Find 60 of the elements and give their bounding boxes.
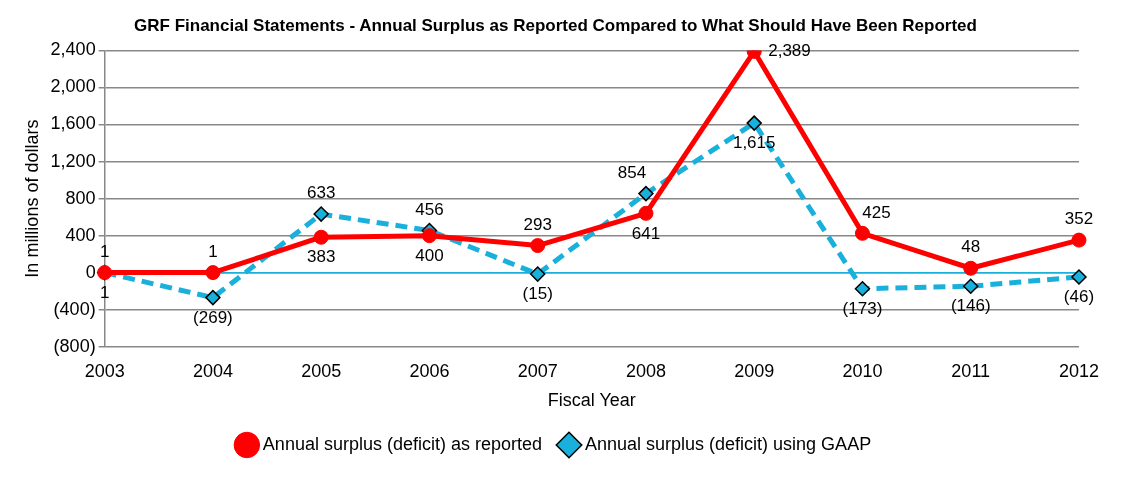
x-tick-label: 2011 [951, 360, 991, 381]
x-tick-label: 2005 [301, 360, 342, 381]
point [313, 206, 329, 222]
data-label: 400 [415, 245, 444, 265]
legend-label: Annual surplus (deficit) using GAAP [585, 433, 872, 454]
y-tick-label: 2,400 [50, 39, 96, 60]
x-tick-label: 2008 [625, 360, 666, 381]
x-tick-label: 2007 [517, 360, 558, 381]
point [638, 185, 654, 202]
y-tick-label: 0 [85, 261, 96, 282]
data-label: (269) [193, 307, 233, 327]
data-label: 383 [306, 247, 336, 267]
point [1071, 232, 1087, 248]
data-label: 425 [862, 202, 891, 222]
y-tick-label: 800 [65, 187, 96, 208]
data-label: (15) [522, 284, 553, 304]
y-tick-label: 1,200 [50, 150, 96, 171]
data-label: 641 [631, 223, 661, 243]
data-label: 293 [523, 214, 552, 234]
x-tick-label: 2006 [409, 360, 450, 381]
data-label: (173) [842, 298, 883, 318]
data-label: 633 [306, 183, 336, 203]
data-label: 1 [99, 241, 110, 261]
data-label: 1 [99, 282, 110, 302]
point [530, 238, 546, 254]
point [962, 278, 979, 294]
data-label: (146) [950, 296, 991, 316]
x-tick-label: 2012 [1058, 360, 1099, 381]
point [421, 228, 437, 244]
point [205, 265, 221, 281]
data-label: (46) [1063, 287, 1095, 307]
data-label: 352 [1064, 209, 1094, 229]
y-tick-label: (400) [53, 298, 96, 319]
data-label: 854 [617, 162, 647, 182]
chart-title: GRF Financial Statements - Annual Surplus as Reported Compared to What Should Have Been Reported [134, 15, 977, 35]
x-axis-title: Fiscal Year [547, 390, 636, 411]
data-label: 456 [415, 199, 444, 219]
data-label: 2,389 [768, 41, 811, 61]
point [638, 205, 654, 221]
point [854, 225, 870, 241]
point [854, 280, 871, 297]
point [313, 229, 329, 245]
data-label: 1 [208, 241, 218, 261]
legend-label: Annual surplus (deficit) as reported [262, 433, 542, 454]
x-tick-label: 2009 [734, 360, 775, 381]
point [963, 260, 979, 276]
data-label: 48 [961, 237, 981, 257]
y-tick-label: 400 [65, 224, 96, 245]
x-tick-label: 2003 [84, 360, 125, 381]
point [1071, 269, 1087, 285]
x-tick-label: 2010 [842, 360, 883, 381]
point [205, 289, 221, 306]
y-tick-label: 1,600 [50, 113, 96, 134]
y-tick-label: 2,000 [50, 76, 96, 97]
y-tick-label: (800) [53, 335, 96, 356]
data-label: 1,615 [732, 133, 776, 153]
x-tick-label: 2004 [192, 360, 233, 381]
point [529, 266, 546, 282]
y-axis-title: In millions of dollars [21, 119, 42, 278]
point [746, 115, 762, 131]
